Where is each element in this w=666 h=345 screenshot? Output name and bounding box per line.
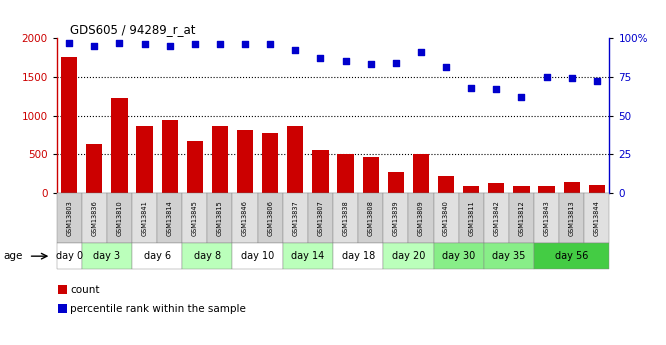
Text: GSM13836: GSM13836 xyxy=(91,200,97,236)
Point xyxy=(315,55,326,61)
Text: GSM13815: GSM13815 xyxy=(217,200,223,236)
Text: GSM13844: GSM13844 xyxy=(594,200,600,236)
Bar xyxy=(438,176,454,193)
Text: day 20: day 20 xyxy=(392,251,425,261)
Text: percentile rank within the sample: percentile rank within the sample xyxy=(70,304,246,314)
Text: GSM13840: GSM13840 xyxy=(443,200,449,236)
Text: GSM13812: GSM13812 xyxy=(518,200,524,236)
Text: GSM13846: GSM13846 xyxy=(242,200,248,236)
Text: GSM13841: GSM13841 xyxy=(142,200,148,236)
Point xyxy=(591,79,602,84)
Bar xyxy=(312,150,328,193)
Text: day 14: day 14 xyxy=(291,251,324,261)
Text: GSM13839: GSM13839 xyxy=(393,200,399,236)
Bar xyxy=(589,185,605,193)
Bar xyxy=(388,172,404,193)
Text: day 8: day 8 xyxy=(194,251,221,261)
Point xyxy=(64,40,75,45)
Point xyxy=(214,41,225,47)
Text: day 18: day 18 xyxy=(342,251,375,261)
Bar xyxy=(61,57,77,193)
Text: age: age xyxy=(3,251,23,261)
Bar xyxy=(488,183,504,193)
Point xyxy=(366,61,376,67)
Point xyxy=(114,40,125,45)
Bar xyxy=(362,157,379,193)
Point xyxy=(189,41,200,47)
Text: GSM13843: GSM13843 xyxy=(543,200,549,236)
Text: GSM13814: GSM13814 xyxy=(166,200,172,236)
Bar xyxy=(338,155,354,193)
Point xyxy=(416,49,426,55)
Text: day 3: day 3 xyxy=(93,251,121,261)
Text: GSM13813: GSM13813 xyxy=(569,200,575,236)
Bar xyxy=(413,155,429,193)
Point xyxy=(89,43,100,48)
Bar xyxy=(162,120,178,193)
Point xyxy=(390,60,401,66)
Bar xyxy=(463,186,480,193)
Point xyxy=(541,74,552,79)
Bar xyxy=(111,98,128,193)
Bar xyxy=(137,126,153,193)
Point xyxy=(441,65,452,70)
Bar xyxy=(186,141,203,193)
Point xyxy=(516,94,527,100)
Bar xyxy=(538,186,555,193)
Bar xyxy=(262,134,278,193)
Point xyxy=(566,76,577,81)
Text: day 10: day 10 xyxy=(241,251,274,261)
Bar xyxy=(287,126,304,193)
Text: day 6: day 6 xyxy=(144,251,170,261)
Text: GSM13837: GSM13837 xyxy=(292,200,298,236)
Text: GSM13845: GSM13845 xyxy=(192,200,198,236)
Text: day 0: day 0 xyxy=(55,251,83,261)
Point xyxy=(466,85,477,90)
Text: GSM13803: GSM13803 xyxy=(66,200,72,236)
Bar xyxy=(86,144,103,193)
Point xyxy=(491,86,501,92)
Point xyxy=(290,48,300,53)
Bar xyxy=(212,126,228,193)
Point xyxy=(165,43,175,48)
Bar xyxy=(563,182,580,193)
Point xyxy=(240,41,250,47)
Text: GDS605 / 94289_r_at: GDS605 / 94289_r_at xyxy=(70,23,195,36)
Text: GSM13807: GSM13807 xyxy=(318,200,324,236)
Bar xyxy=(237,130,253,193)
Text: GSM13811: GSM13811 xyxy=(468,200,474,236)
Point xyxy=(265,41,276,47)
Text: GSM13810: GSM13810 xyxy=(117,200,123,236)
Text: day 35: day 35 xyxy=(492,251,525,261)
Text: GSM13809: GSM13809 xyxy=(418,200,424,236)
Text: GSM13806: GSM13806 xyxy=(267,200,273,236)
Text: GSM13838: GSM13838 xyxy=(342,200,348,236)
Point xyxy=(139,41,150,47)
Text: GSM13842: GSM13842 xyxy=(494,200,500,236)
Text: day 56: day 56 xyxy=(555,251,588,261)
Bar xyxy=(513,186,529,193)
Text: day 30: day 30 xyxy=(442,251,476,261)
Point xyxy=(340,58,351,64)
Text: count: count xyxy=(70,285,99,295)
Text: GSM13808: GSM13808 xyxy=(368,200,374,236)
